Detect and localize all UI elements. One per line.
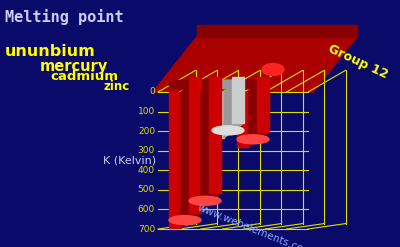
Ellipse shape bbox=[169, 216, 201, 225]
Polygon shape bbox=[224, 77, 244, 138]
Text: Group 12: Group 12 bbox=[326, 42, 390, 82]
Text: 300: 300 bbox=[138, 146, 155, 155]
Text: 100: 100 bbox=[138, 107, 155, 116]
Polygon shape bbox=[212, 92, 224, 138]
Text: 400: 400 bbox=[138, 166, 155, 175]
Polygon shape bbox=[237, 92, 249, 147]
Text: 600: 600 bbox=[138, 205, 155, 214]
Polygon shape bbox=[169, 92, 181, 227]
Ellipse shape bbox=[262, 63, 284, 76]
Text: zinc: zinc bbox=[104, 81, 130, 94]
Text: 200: 200 bbox=[138, 127, 155, 136]
Ellipse shape bbox=[212, 80, 244, 89]
Ellipse shape bbox=[189, 80, 221, 89]
Text: cadmium: cadmium bbox=[50, 70, 118, 83]
Ellipse shape bbox=[237, 80, 269, 89]
Ellipse shape bbox=[237, 135, 269, 144]
Polygon shape bbox=[153, 37, 357, 92]
Text: 0: 0 bbox=[149, 87, 155, 97]
Polygon shape bbox=[181, 77, 201, 227]
Text: 700: 700 bbox=[138, 225, 155, 233]
Ellipse shape bbox=[169, 80, 201, 89]
Polygon shape bbox=[197, 25, 357, 37]
Text: Melting point: Melting point bbox=[5, 9, 124, 25]
Text: 500: 500 bbox=[138, 185, 155, 194]
Polygon shape bbox=[209, 77, 221, 193]
Polygon shape bbox=[249, 77, 269, 147]
Ellipse shape bbox=[212, 126, 244, 135]
Polygon shape bbox=[189, 92, 201, 208]
Polygon shape bbox=[257, 77, 269, 132]
Polygon shape bbox=[201, 77, 221, 208]
Text: www.webelements.com: www.webelements.com bbox=[196, 202, 314, 247]
Ellipse shape bbox=[189, 196, 221, 205]
Text: K (Kelvin): K (Kelvin) bbox=[104, 156, 156, 165]
Text: ununbium: ununbium bbox=[4, 44, 95, 60]
Text: mercury: mercury bbox=[40, 59, 108, 74]
Polygon shape bbox=[189, 77, 201, 213]
Polygon shape bbox=[232, 77, 244, 123]
